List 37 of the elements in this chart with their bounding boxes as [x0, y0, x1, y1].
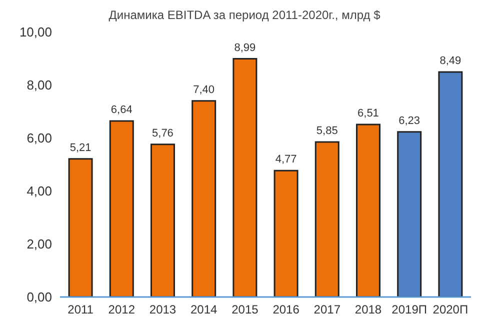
x-tick-label: 2013	[149, 302, 176, 317]
y-tick-label: 4,00	[26, 184, 52, 199]
x-tick-label: 2015	[232, 302, 259, 317]
y-tick-label: 0,00	[26, 290, 52, 305]
data-label: 6,23	[398, 114, 420, 127]
data-label: 8,99	[234, 42, 256, 54]
data-label: 4,77	[275, 154, 297, 166]
data-label: 5,76	[152, 127, 174, 140]
bar	[109, 120, 134, 297]
data-label: 6,51	[358, 107, 379, 120]
chart-title: Динамика EBITDA за период 2011-2020г., млрд $	[108, 8, 382, 22]
x-tick-label: 2012	[108, 302, 136, 317]
x-tick-label: 2017	[314, 302, 341, 317]
bar	[438, 71, 463, 297]
data-label: 6,64	[110, 104, 132, 116]
bar	[232, 58, 258, 297]
x-tick-label: 2018	[354, 302, 382, 317]
x-tick-label: 2019П	[392, 302, 428, 317]
bar	[150, 144, 175, 297]
bar	[274, 170, 298, 297]
bar	[356, 124, 380, 297]
y-tick-label: 8,00	[26, 78, 52, 93]
bar	[397, 131, 422, 297]
y-tick-label: 10,00	[19, 24, 52, 40]
data-label: 7,40	[193, 84, 215, 96]
bar	[314, 141, 340, 297]
data-label: 8,49	[440, 55, 462, 68]
x-tick-label: 2020П	[432, 302, 468, 317]
bar	[68, 158, 93, 297]
y-tick-label: 2,00	[26, 236, 52, 252]
x-tick-label: 2011	[68, 302, 94, 317]
data-label: 5,21	[70, 142, 92, 154]
data-label: 5,85	[316, 124, 338, 137]
y-tick-label: 6,00	[26, 130, 52, 146]
x-tick-label: 2014	[190, 302, 218, 317]
bar	[192, 100, 216, 297]
x-tick-label: 2016	[272, 302, 300, 317]
